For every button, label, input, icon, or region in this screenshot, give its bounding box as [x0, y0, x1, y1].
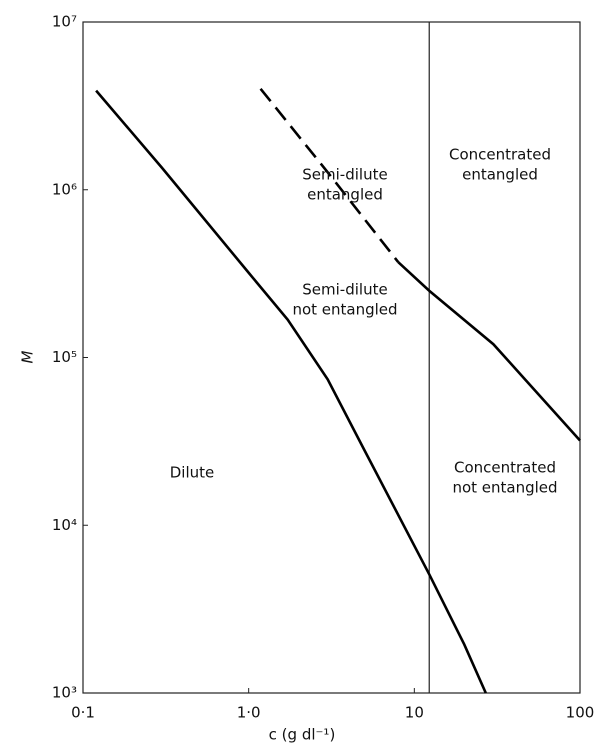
region-label: Concentrated — [454, 459, 556, 477]
y-axis-label: M — [19, 350, 37, 363]
region-label: not entangled — [292, 301, 397, 319]
region-label: entangled — [307, 186, 383, 204]
x-tick-label: 0·1 — [71, 704, 95, 722]
region-label: entangled — [462, 166, 538, 184]
region-label: not entangled — [452, 479, 557, 497]
x-tick-label: 100 — [566, 704, 595, 722]
y-tick-label: 10⁶ — [52, 180, 77, 198]
y-tick-label: 10³ — [52, 684, 77, 702]
curve — [397, 261, 581, 442]
curve — [95, 89, 487, 694]
y-tick-label: 10⁷ — [52, 13, 77, 31]
region-label: Concentrated — [449, 146, 551, 164]
x-tick-label: 1·0 — [237, 704, 261, 722]
x-tick-label: 10 — [405, 704, 424, 722]
region-label: Semi-dilute — [302, 166, 387, 184]
region-label: Semi-dilute — [302, 281, 387, 299]
y-tick-label: 10⁵ — [52, 348, 77, 366]
curve — [259, 87, 400, 263]
x-axis-label: c (g dl⁻¹) — [269, 726, 336, 744]
region-label: Dilute — [170, 464, 215, 482]
y-tick-label: 10⁴ — [52, 516, 77, 534]
